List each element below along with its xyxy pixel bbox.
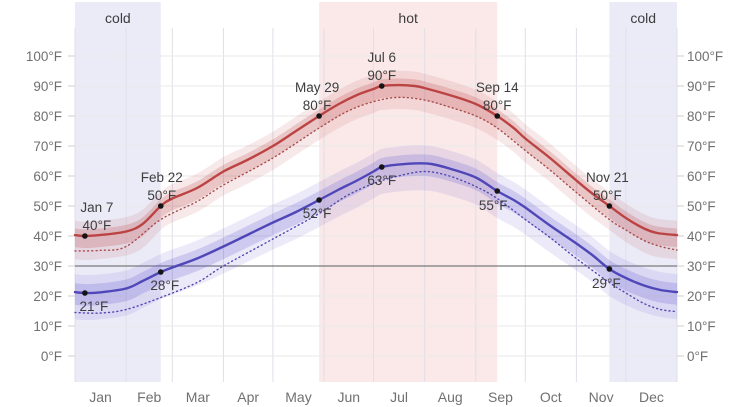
average-high-annotation-dot bbox=[316, 113, 322, 119]
y-axis-label-left: 30°F bbox=[33, 259, 62, 274]
average-high-annotation-value-label: 80°F bbox=[303, 98, 332, 113]
month-label-aug: Aug bbox=[438, 389, 463, 405]
y-axis-label-right: 10°F bbox=[687, 319, 716, 334]
average-high-outer-band bbox=[75, 70, 677, 260]
average-high-annotation-dot bbox=[378, 83, 385, 89]
month-label-mar: Mar bbox=[186, 389, 210, 405]
average-high-annotation-date-label: Feb 22 bbox=[141, 170, 183, 185]
average-low-annotation-dot bbox=[316, 197, 322, 203]
season-band-cold bbox=[75, 2, 161, 382]
average-high-annotation-dot bbox=[606, 203, 613, 209]
y-axis-label-left: 70°F bbox=[33, 139, 62, 154]
average-low-annotation-value-label: 52°F bbox=[303, 206, 332, 221]
month-label-oct: Oct bbox=[540, 389, 562, 405]
y-axis-label-right: 40°F bbox=[687, 229, 716, 244]
month-label-dec: Dec bbox=[639, 389, 664, 405]
average-high-dotted-line bbox=[74, 96, 678, 252]
month-label-sep: Sep bbox=[488, 389, 513, 405]
y-axis-label-right: 90°F bbox=[687, 79, 716, 94]
average-low-annotation-value-label: 63°F bbox=[367, 173, 396, 188]
y-axis-label-left: 100°F bbox=[26, 49, 62, 64]
y-axis-label-left: 40°F bbox=[33, 229, 62, 244]
average-high-annotation-date-label: Jul 6 bbox=[368, 50, 397, 65]
average-low-annotation-dot bbox=[606, 266, 613, 272]
y-axis-label-right: 30°F bbox=[687, 259, 716, 274]
y-axis-label-left: 90°F bbox=[33, 79, 62, 94]
average-low-annotation-value-label: 21°F bbox=[80, 299, 109, 314]
average-low-annotation-value-label: 29°F bbox=[592, 276, 621, 291]
season-band-cold bbox=[609, 2, 677, 382]
y-axis-label-right: 80°F bbox=[687, 109, 716, 124]
average-low-annotation-value-label: 28°F bbox=[150, 278, 179, 293]
month-label-feb: Feb bbox=[137, 389, 161, 405]
y-axis-label-left: 60°F bbox=[33, 169, 62, 184]
average-high-annotation-value-label: 50°F bbox=[593, 188, 622, 203]
average-low-annotation-dot bbox=[157, 269, 164, 275]
month-label-jan: Jan bbox=[89, 389, 112, 405]
y-axis-label-right: 20°F bbox=[687, 289, 716, 304]
y-axis-label-right: 60°F bbox=[687, 169, 716, 184]
month-label-apr: Apr bbox=[237, 389, 259, 405]
y-axis-label-left: 0°F bbox=[41, 349, 62, 364]
month-label-may: May bbox=[285, 389, 311, 405]
average-low-dotted-line bbox=[74, 170, 678, 314]
month-label-jun: Jun bbox=[337, 389, 360, 405]
average-low-annotation-value-label: 55°F bbox=[479, 198, 508, 213]
y-axis-label-left: 20°F bbox=[33, 289, 62, 304]
average-high-annotation-value-label: 90°F bbox=[367, 68, 396, 83]
average-low-annotation-dot bbox=[82, 290, 88, 296]
average-low-annotation-dot bbox=[378, 164, 385, 170]
y-axis-label-right: 50°F bbox=[687, 199, 716, 214]
month-label-nov: Nov bbox=[589, 389, 614, 405]
season-label-hot: hot bbox=[398, 10, 418, 26]
average-high-annotation-dot bbox=[82, 233, 88, 239]
average-high-annotation-dot bbox=[494, 113, 501, 119]
average-high-annotation-date-label: Nov 21 bbox=[586, 170, 629, 185]
y-axis-label-left: 50°F bbox=[33, 199, 62, 214]
average-high-annotation-date-label: Jan 7 bbox=[80, 200, 113, 215]
average-high-annotation-value-label: 50°F bbox=[147, 188, 176, 203]
season-label-cold: cold bbox=[105, 10, 131, 26]
average-high-annotation-date-label: Sep 14 bbox=[476, 80, 519, 95]
y-axis-label-right: 100°F bbox=[687, 49, 723, 64]
average-high-annotation-date-label: May 29 bbox=[295, 80, 339, 95]
y-axis-label-left: 80°F bbox=[33, 109, 62, 124]
season-band-hot bbox=[319, 2, 498, 382]
average-low-outer-band bbox=[75, 145, 677, 321]
y-axis-label-right: 70°F bbox=[687, 139, 716, 154]
y-axis-label-left: 10°F bbox=[33, 319, 62, 334]
average-low-annotation-dot bbox=[494, 188, 501, 194]
season-label-cold: cold bbox=[630, 10, 656, 26]
month-label-jul: Jul bbox=[390, 389, 408, 405]
average-high-annotation-value-label: 80°F bbox=[483, 98, 512, 113]
y-axis-label-right: 0°F bbox=[687, 349, 708, 364]
average-high-annotation-value-label: 40°F bbox=[83, 218, 112, 233]
average-high-annotation-dot bbox=[157, 203, 164, 209]
